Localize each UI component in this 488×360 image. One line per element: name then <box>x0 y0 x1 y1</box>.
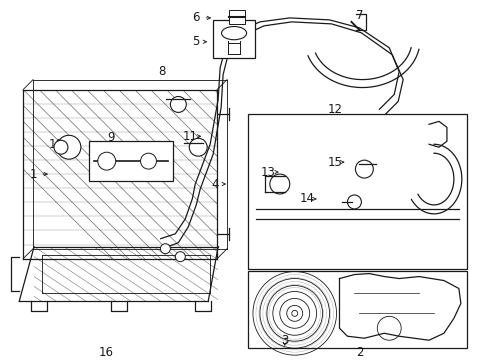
Text: 16: 16 <box>98 346 113 359</box>
Text: 13: 13 <box>260 166 275 179</box>
Text: 2: 2 <box>355 346 363 359</box>
Text: 10: 10 <box>48 138 63 151</box>
Circle shape <box>189 138 207 156</box>
Circle shape <box>160 244 170 254</box>
Circle shape <box>57 135 81 159</box>
Text: 3: 3 <box>281 334 288 347</box>
Bar <box>247 114 466 269</box>
Text: 5: 5 <box>192 35 200 48</box>
Bar <box>247 271 466 348</box>
Text: 15: 15 <box>327 156 342 168</box>
Text: 8: 8 <box>159 65 166 78</box>
Text: 9: 9 <box>107 131 114 144</box>
Circle shape <box>355 160 372 178</box>
Bar <box>213 20 254 58</box>
Circle shape <box>54 140 68 154</box>
Circle shape <box>269 174 289 194</box>
Text: 11: 11 <box>183 130 197 143</box>
Ellipse shape <box>221 27 246 40</box>
Text: 1: 1 <box>29 168 37 181</box>
Text: 12: 12 <box>327 103 342 116</box>
Circle shape <box>98 152 116 170</box>
Bar <box>89 141 173 181</box>
Circle shape <box>170 96 186 112</box>
Text: 14: 14 <box>300 193 315 206</box>
Circle shape <box>347 195 361 209</box>
Circle shape <box>140 153 156 169</box>
Bar <box>228 10 244 24</box>
Text: 4: 4 <box>211 177 219 190</box>
Text: 7: 7 <box>355 9 363 22</box>
Circle shape <box>175 252 185 262</box>
Text: 6: 6 <box>192 12 200 24</box>
